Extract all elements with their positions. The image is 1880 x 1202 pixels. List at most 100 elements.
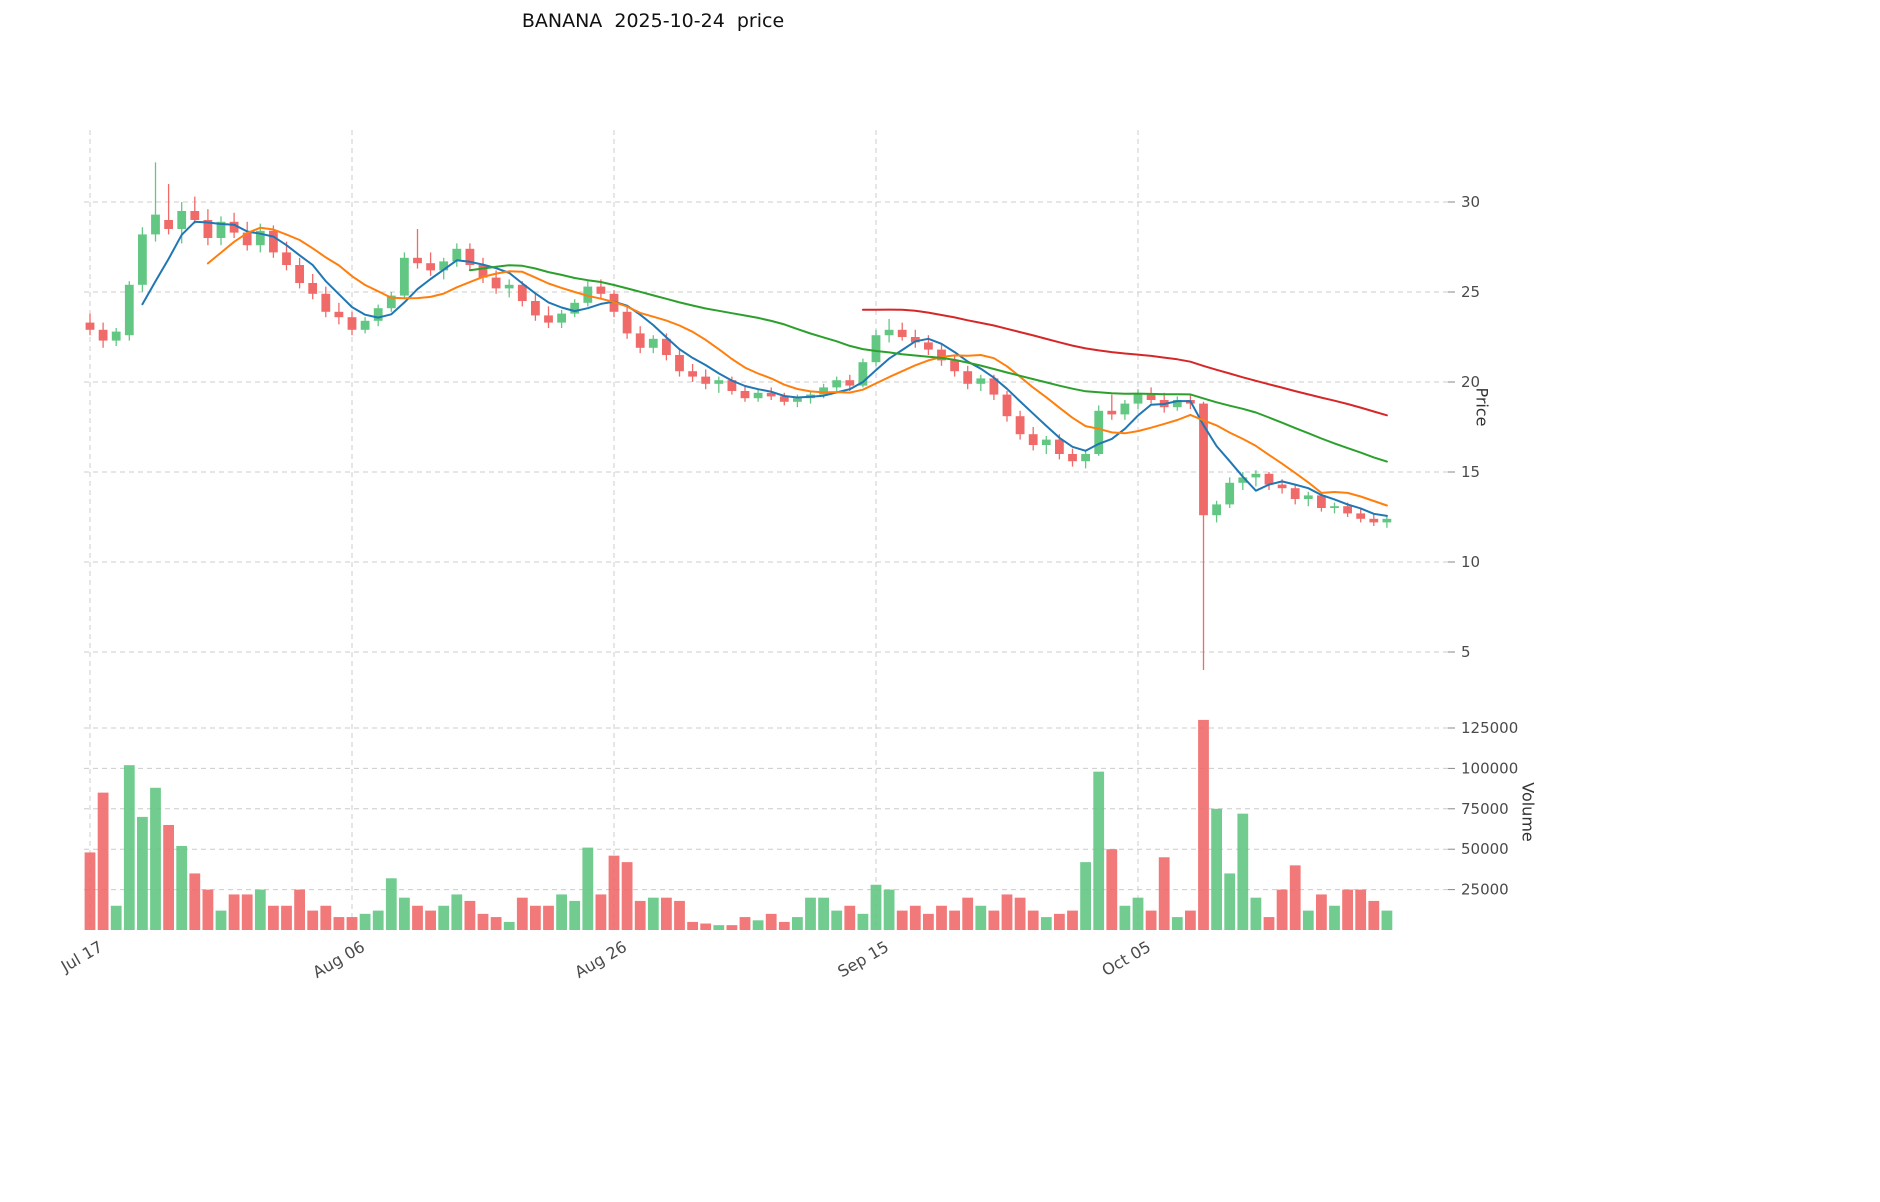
ma-line-5 xyxy=(141,220,1388,517)
candle-body xyxy=(295,265,304,283)
candle-body xyxy=(845,380,855,386)
volume-bar xyxy=(896,910,908,930)
volume-bar xyxy=(1185,910,1196,930)
candle-body xyxy=(832,380,842,388)
volume-tick-label: 100000 xyxy=(1461,759,1518,777)
volume-bar xyxy=(1080,862,1091,930)
volume-bar xyxy=(1289,865,1301,930)
volume-bar xyxy=(988,910,1000,930)
volume-bar xyxy=(687,921,698,930)
volume-bar xyxy=(490,917,502,930)
candle-body xyxy=(1382,518,1392,523)
volume-bar xyxy=(137,816,148,930)
volume-bar xyxy=(883,889,895,930)
candle-body xyxy=(1212,504,1221,516)
candle-body xyxy=(544,315,553,323)
volume-bar xyxy=(359,913,371,930)
candle-body xyxy=(1028,434,1038,445)
candle-body xyxy=(478,265,488,278)
volume-bar xyxy=(1119,905,1131,930)
volume-bar xyxy=(438,905,450,930)
volume-bar xyxy=(1211,808,1222,930)
volume-bar xyxy=(241,894,253,930)
candle-body xyxy=(1317,495,1326,508)
candle-body xyxy=(1015,416,1025,435)
candle-body xyxy=(1303,495,1313,499)
volume-bar xyxy=(674,900,685,930)
price-tick-label: 10 xyxy=(1461,553,1480,571)
volume-bar xyxy=(1237,813,1249,930)
volume-bar xyxy=(228,894,240,930)
volume-bar xyxy=(1093,771,1105,930)
volume-bar xyxy=(556,894,567,930)
candle-body xyxy=(924,342,933,350)
volume-bar xyxy=(949,910,960,930)
candle-body xyxy=(596,286,606,294)
candle-body xyxy=(138,234,147,285)
volume-bar xyxy=(1145,910,1157,930)
price-tick-label: 25 xyxy=(1461,283,1480,301)
candle-body xyxy=(675,355,684,372)
price-tick-label: 5 xyxy=(1461,643,1471,661)
candle-body xyxy=(963,371,973,384)
volume-bar xyxy=(530,905,541,930)
volume-bar xyxy=(346,917,358,930)
candle-body xyxy=(1146,394,1156,400)
volume-bar xyxy=(1171,917,1183,930)
volume-bar xyxy=(1067,910,1078,930)
candle-body xyxy=(504,284,514,289)
volume-bar xyxy=(1355,889,1367,930)
volume-bar xyxy=(661,897,672,930)
volume-bar xyxy=(1302,910,1314,930)
volume-bar xyxy=(936,905,947,930)
candle-body xyxy=(688,371,697,377)
volume-bar xyxy=(464,900,476,930)
volume-bar xyxy=(1250,897,1262,930)
volume-tick-label: 75000 xyxy=(1461,800,1509,818)
candle-body xyxy=(871,335,881,363)
volume-bar xyxy=(385,878,397,930)
volume-bar xyxy=(818,897,829,930)
candle-body xyxy=(1094,410,1104,454)
volume-bar xyxy=(752,920,764,930)
price-tick-label: 15 xyxy=(1461,463,1480,481)
volume-bar xyxy=(778,921,790,930)
volume-tick-label: 25000 xyxy=(1461,881,1509,899)
candle-body xyxy=(766,392,776,397)
volume-bar xyxy=(110,905,122,930)
candle-body xyxy=(910,337,920,343)
volume-bar xyxy=(1276,889,1288,930)
volume-bar xyxy=(503,921,515,930)
volume-bar xyxy=(805,897,816,930)
candle-body xyxy=(190,211,200,220)
volume-bar xyxy=(569,900,581,930)
volume-bar xyxy=(516,897,528,930)
candle-body xyxy=(753,392,763,399)
volume-bar xyxy=(792,917,803,930)
candle-body xyxy=(452,248,462,262)
candle-body xyxy=(242,232,252,246)
volume-bar xyxy=(582,847,594,930)
volume-bar xyxy=(1381,910,1393,930)
volume-bar xyxy=(1014,897,1026,930)
volume-bar xyxy=(425,910,436,930)
volume-bar xyxy=(307,910,319,930)
volume-bar xyxy=(844,905,856,930)
candle-body xyxy=(426,263,435,271)
volume-bar xyxy=(372,910,384,930)
candle-body xyxy=(491,277,501,289)
candle-body xyxy=(793,398,802,402)
volume-bar xyxy=(543,905,554,930)
candle-body xyxy=(386,295,396,309)
candle-body xyxy=(635,333,645,348)
volume-bar xyxy=(399,897,410,930)
candle-body xyxy=(976,378,986,384)
volume-bar xyxy=(163,824,174,930)
candle-body xyxy=(989,378,999,395)
candle-body xyxy=(439,261,449,271)
candle-body xyxy=(517,284,527,301)
candle-body xyxy=(897,329,907,337)
candle-body xyxy=(648,338,658,348)
